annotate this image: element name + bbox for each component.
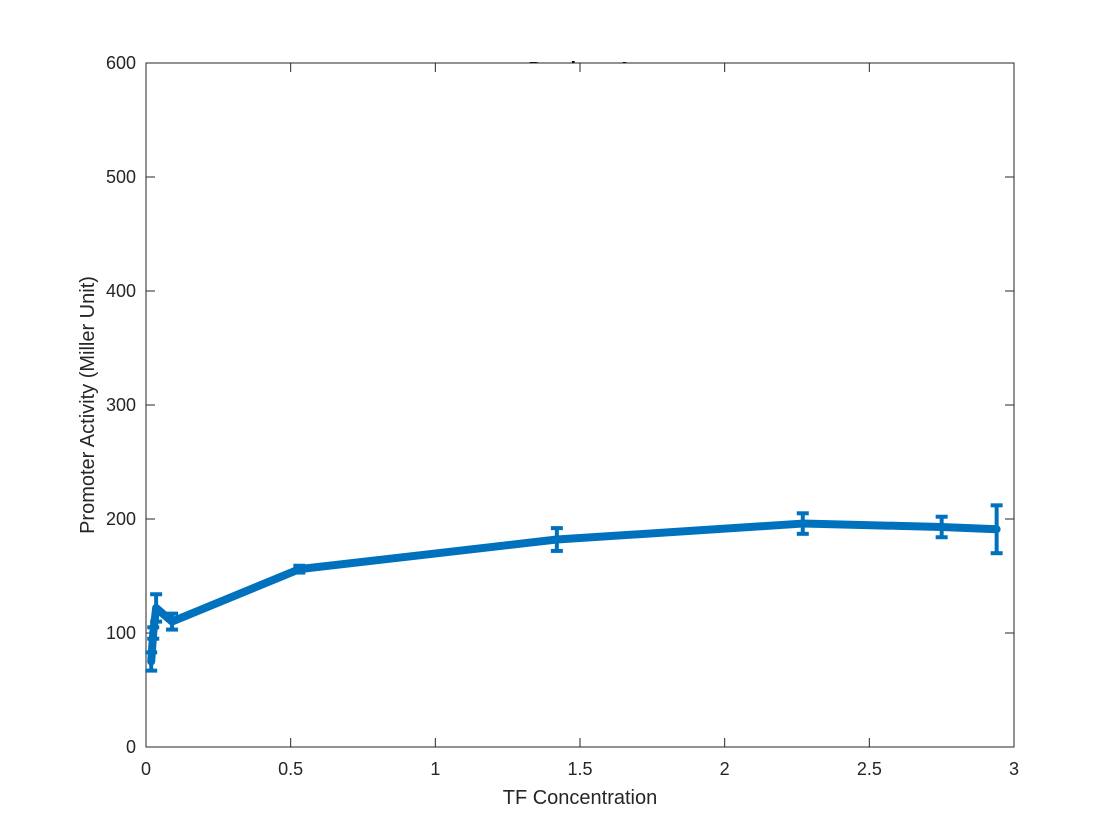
error-bar [550, 526, 563, 553]
y-tick-label: 400 [106, 281, 136, 301]
y-tick-label: 0 [126, 737, 136, 757]
x-tick-label: 0.5 [278, 759, 303, 779]
x-tick-label: 0 [141, 759, 151, 779]
x-axis-ticks [145, 63, 1015, 747]
error-bar [990, 503, 1003, 556]
y-axis-title: Promoter Activity (Miller Unit) [77, 276, 99, 534]
axes-box [145, 62, 1015, 748]
x-tick-label: 3 [1009, 759, 1019, 779]
error-bar [150, 592, 163, 624]
x-tick-label: 2 [720, 759, 730, 779]
error-bar [935, 514, 948, 540]
series-group [145, 503, 1003, 673]
y-tick-label: 200 [106, 509, 136, 529]
y-tick-label: 500 [106, 167, 136, 187]
x-tick-label: 1 [430, 759, 440, 779]
y-axis-tick-labels: 0 100 200 300 400 500 600 [106, 53, 136, 757]
y-tick-label: 600 [106, 53, 136, 73]
error-bar [796, 511, 809, 536]
x-axis-title: TF Concentration [503, 787, 658, 809]
error-bar [293, 563, 306, 575]
y-tick-label: 300 [106, 395, 136, 415]
error-bar [166, 611, 179, 632]
error-bar [145, 650, 158, 673]
error-bar [147, 625, 160, 641]
x-tick-label: 2.5 [857, 759, 882, 779]
x-axis-tick-labels: 0 0.5 1 1.5 2 2.5 3 [141, 759, 1019, 779]
x-tick-label: 1.5 [567, 759, 592, 779]
y-tick-label: 100 [106, 623, 136, 643]
